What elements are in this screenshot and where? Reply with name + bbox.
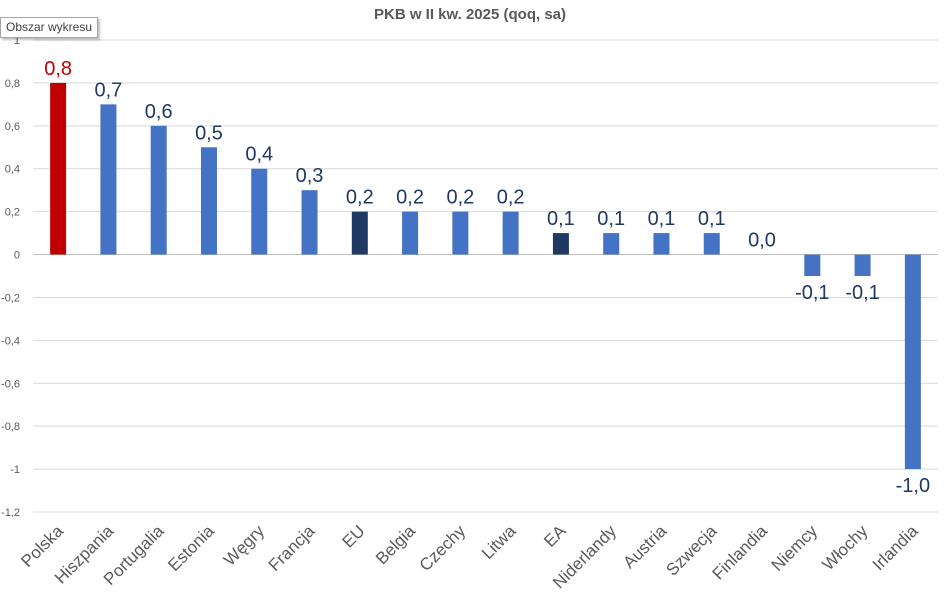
- data-label: 0,1: [597, 208, 625, 230]
- bar-estonia: [200, 147, 217, 255]
- gridlines: [33, 39, 938, 513]
- y-tick-label: -0,4: [1, 335, 20, 347]
- y-tick-label: -1,2: [1, 507, 20, 519]
- x-tick-label: Niemcy: [768, 521, 822, 575]
- bar-czechy: [452, 211, 469, 255]
- data-label: 0,2: [396, 187, 424, 209]
- y-tick-label: 0,2: [5, 207, 20, 219]
- data-label: 0,1: [648, 208, 676, 230]
- chart-title: PKB w II kw. 2025 (qoq, sa): [374, 6, 566, 23]
- x-tick-label: Litwa: [478, 521, 520, 563]
- chart-area-tooltip: Obszar wykresu: [0, 17, 99, 38]
- data-label: 0,0: [748, 230, 776, 252]
- data-label: 0,8: [44, 58, 72, 80]
- bar-belgia: [402, 211, 419, 255]
- x-tick-label: EU: [338, 521, 368, 551]
- y-tick-label: 0,4: [5, 164, 20, 176]
- x-tick-label: Irlandia: [869, 521, 922, 574]
- y-tick-label: -0,8: [1, 421, 20, 433]
- bar-hiszpania: [100, 104, 117, 255]
- x-tick-label: Włochy: [819, 521, 872, 574]
- data-label: 0,1: [547, 208, 575, 230]
- bars: [50, 82, 921, 470]
- data-label: 0,1: [698, 208, 726, 230]
- x-tick-label: Czechy: [416, 521, 470, 575]
- y-tick-label: 0,8: [5, 78, 20, 90]
- bar-węgry: [251, 168, 268, 255]
- y-axis-ticks: 1 0,8 0,6 0,4 0,2 0 -0,2 -0,4 -0,6 -0,8 -1 -1,2: [1, 35, 20, 519]
- x-tick-label: Francja: [265, 521, 319, 575]
- bar-francja: [301, 190, 318, 255]
- bar-niderlandy: [603, 233, 620, 255]
- x-tick-label: Belgia: [372, 521, 419, 568]
- bar-niemcy: [804, 254, 821, 276]
- data-label: -1,0: [896, 475, 930, 497]
- bar-szwecja: [703, 233, 720, 255]
- bar-ea: [552, 233, 569, 255]
- y-tick-label: 0,6: [5, 121, 20, 133]
- y-tick-label: 1: [14, 35, 20, 47]
- data-label: -0,1: [845, 282, 879, 304]
- x-tick-label: EA: [540, 521, 570, 551]
- x-tick-label: Węgry: [220, 521, 269, 570]
- data-label: 0,6: [145, 101, 173, 123]
- bar-litwa: [502, 211, 519, 255]
- x-tick-label: Estonia: [164, 521, 218, 575]
- y-tick-label: 0: [14, 250, 20, 262]
- x-tick-label: Polska: [17, 521, 67, 571]
- data-label: 0,7: [95, 79, 123, 101]
- y-tick-label: -0,2: [1, 292, 20, 304]
- y-tick-label: -1: [10, 464, 20, 476]
- data-label: 0,2: [346, 187, 374, 209]
- data-labels: 0,8 0,7 0,6 0,5 0,4 0,3 0,2 0,2 0,2 0,2 0,1 0,1 0,1 0…: [44, 58, 930, 497]
- x-tick-label: Finlandia: [709, 521, 772, 584]
- bar-austria: [653, 233, 670, 255]
- data-label: 0,2: [446, 187, 474, 209]
- bar-portugalia: [150, 125, 167, 255]
- data-label: -0,1: [795, 282, 829, 304]
- data-label: 0,4: [245, 144, 273, 166]
- bar-polska: [50, 82, 67, 255]
- data-label: 0,5: [195, 122, 223, 144]
- bar-włochy: [854, 254, 871, 276]
- bar-irlandia: [904, 254, 921, 470]
- bar-eu: [351, 211, 368, 255]
- y-tick-label: -0,6: [1, 378, 20, 390]
- data-label: 0,2: [497, 187, 525, 209]
- data-label: 0,3: [296, 165, 324, 187]
